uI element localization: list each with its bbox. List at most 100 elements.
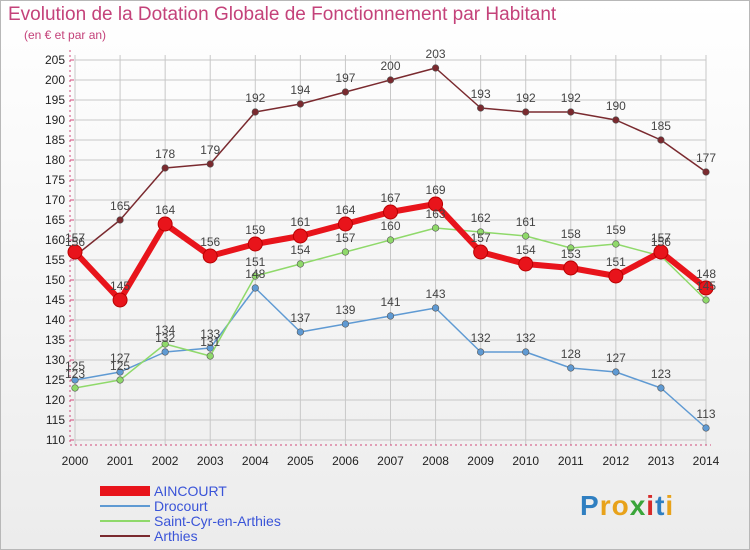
data-label: 193 xyxy=(471,87,491,101)
data-point xyxy=(251,284,259,292)
data-label: 179 xyxy=(200,143,220,157)
data-label: 123 xyxy=(65,367,85,381)
y-tick-label: 135 xyxy=(45,333,65,347)
data-point xyxy=(518,256,534,272)
data-point xyxy=(206,352,214,360)
data-label: 156 xyxy=(200,235,220,249)
data-point xyxy=(383,204,398,220)
data-point xyxy=(567,364,575,372)
data-point xyxy=(477,228,485,236)
data-label: 169 xyxy=(426,183,446,197)
legend-label: Saint-Cyr-en-Arthies xyxy=(154,513,281,529)
legend-swatch xyxy=(100,535,150,537)
x-tick-label: 2013 xyxy=(648,454,675,468)
x-tick-label: 2002 xyxy=(152,454,179,468)
y-tick-label: 205 xyxy=(45,53,65,67)
data-label: 200 xyxy=(380,59,400,73)
data-label: 165 xyxy=(110,199,130,213)
data-label: 132 xyxy=(516,331,536,345)
data-label: 157 xyxy=(335,231,355,245)
data-point xyxy=(341,320,350,328)
y-tick-label: 165 xyxy=(45,213,65,227)
chart-subtitle: (en € et par an) xyxy=(24,28,107,42)
data-label: 164 xyxy=(335,203,355,217)
y-tick-label: 195 xyxy=(45,93,65,107)
data-label: 125 xyxy=(65,359,85,373)
data-point xyxy=(563,260,579,276)
y-tick-label: 115 xyxy=(46,413,65,427)
data-point xyxy=(431,304,440,312)
data-label: 159 xyxy=(245,223,265,237)
data-label: 134 xyxy=(155,323,175,337)
data-point xyxy=(653,244,669,260)
data-point xyxy=(612,368,620,376)
y-tick-label: 125 xyxy=(45,373,65,387)
x-tick-label: 2008 xyxy=(422,454,449,468)
x-tick-label: 2003 xyxy=(197,454,224,468)
data-label: 132 xyxy=(155,331,175,345)
x-tick-label: 2011 xyxy=(558,454,584,468)
data-point xyxy=(157,216,173,232)
data-label: 154 xyxy=(516,243,536,257)
y-tick-label: 140 xyxy=(45,313,65,327)
logo-letter: r xyxy=(599,490,612,521)
x-tick-label: 2005 xyxy=(287,454,314,468)
data-label: 145 xyxy=(696,279,716,293)
y-tick-label: 180 xyxy=(45,153,65,167)
data-point xyxy=(567,244,575,252)
data-point xyxy=(477,348,485,356)
data-label: 159 xyxy=(606,223,626,237)
data-label: 131 xyxy=(200,335,220,349)
y-tick-label: 110 xyxy=(46,433,65,447)
legend-label: AINCOURT xyxy=(154,483,227,499)
data-label: 162 xyxy=(471,211,491,225)
data-point xyxy=(206,344,214,352)
y-tick-label: 170 xyxy=(45,193,65,207)
proxiti-logo: Proxiti xyxy=(580,490,674,522)
x-tick-label: 2007 xyxy=(377,454,404,468)
data-label: 137 xyxy=(290,311,310,325)
data-point xyxy=(431,64,440,72)
data-label: 153 xyxy=(561,247,581,261)
data-label: 192 xyxy=(516,91,536,105)
data-label: 161 xyxy=(290,215,310,229)
x-tick-label: 2010 xyxy=(512,454,539,468)
data-point xyxy=(612,116,620,124)
data-label: 145 xyxy=(110,279,130,293)
y-tick-label: 200 xyxy=(45,73,65,87)
data-point xyxy=(251,272,259,280)
logo-letter: t xyxy=(655,490,666,521)
y-tick-label: 120 xyxy=(45,393,65,407)
data-label: 167 xyxy=(380,191,400,205)
data-point xyxy=(698,280,714,296)
data-label: 123 xyxy=(651,367,671,381)
data-point xyxy=(116,368,124,376)
x-tick-label: 2004 xyxy=(242,454,269,468)
data-point xyxy=(612,240,620,248)
data-label: 148 xyxy=(696,267,716,281)
y-tick-label: 185 xyxy=(45,133,65,147)
data-label: 127 xyxy=(110,351,130,365)
data-point xyxy=(702,296,710,304)
data-point xyxy=(292,228,308,244)
data-label: 151 xyxy=(245,255,265,269)
data-label: 185 xyxy=(651,119,671,133)
data-point xyxy=(477,104,485,112)
data-point xyxy=(112,292,128,308)
data-label: 177 xyxy=(696,151,716,165)
data-point xyxy=(341,248,350,256)
x-tick-label: 2014 xyxy=(693,454,720,468)
logo-letter: i xyxy=(646,490,656,521)
data-point xyxy=(702,168,710,176)
data-label: 154 xyxy=(290,243,310,257)
data-label: 203 xyxy=(426,47,446,61)
data-point xyxy=(202,248,218,264)
data-point xyxy=(161,340,169,348)
axes: 1101151201251301351401451501551601651701… xyxy=(45,50,720,468)
data-label: 164 xyxy=(155,203,175,217)
logo-letter: o xyxy=(611,490,630,521)
data-point xyxy=(161,348,169,356)
data-point xyxy=(608,268,624,284)
